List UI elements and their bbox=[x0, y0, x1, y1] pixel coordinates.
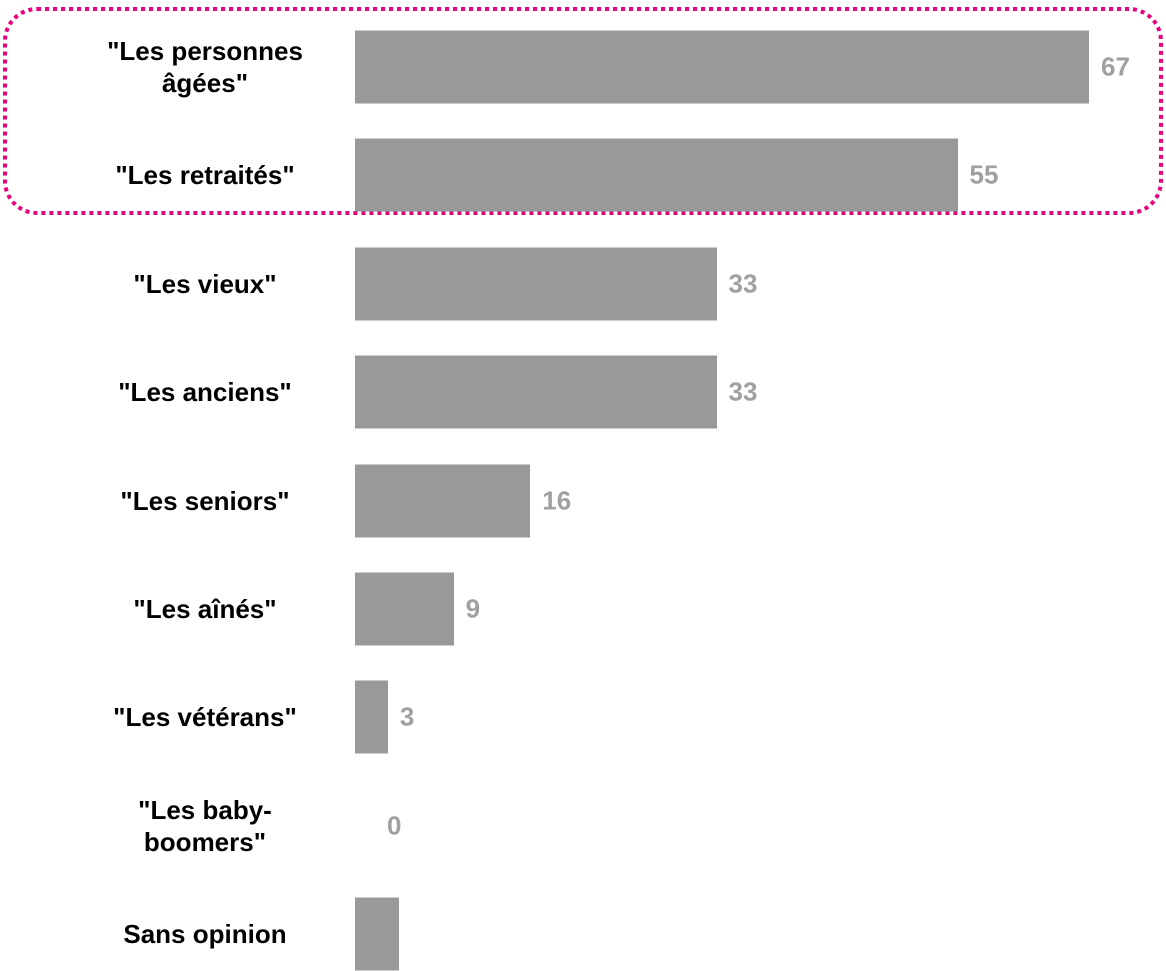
category-label: "Les aînés" bbox=[80, 593, 330, 625]
value-label: 16 bbox=[542, 485, 572, 516]
category-label: Sans opinion bbox=[80, 918, 330, 950]
value-label: 55 bbox=[969, 159, 999, 190]
category-text: "Les personnes âgées" bbox=[107, 36, 303, 98]
category-label: "Les retraités" bbox=[80, 159, 330, 191]
bar bbox=[355, 897, 399, 971]
category-label: "Les anciens" bbox=[80, 376, 330, 408]
category-label: "Les seniors" bbox=[80, 485, 330, 517]
bar bbox=[355, 138, 958, 212]
category-text: "Les aînés" bbox=[133, 594, 277, 624]
value-label: 0 bbox=[387, 810, 402, 841]
category-label: "Les personnes âgées" bbox=[80, 35, 330, 99]
category-text: "Les anciens" bbox=[118, 377, 292, 408]
category-label: "Les vétérans" bbox=[80, 701, 330, 733]
category-label: "Les vieux" bbox=[80, 268, 330, 300]
category-text: "Les seniors" bbox=[120, 485, 290, 516]
category-text: Sans opinion bbox=[123, 919, 287, 950]
category-label: "Les baby-boomers" bbox=[80, 794, 330, 858]
value-label: 3 bbox=[399, 701, 415, 732]
bar bbox=[355, 572, 454, 646]
category-text: "Les vétérans" bbox=[113, 702, 297, 733]
value-label: 33 bbox=[728, 376, 758, 407]
value-label: 67 bbox=[1101, 51, 1130, 82]
value-label: 33 bbox=[728, 268, 758, 299]
bar bbox=[355, 680, 388, 754]
category-text: "Les baby-boomers" bbox=[138, 794, 272, 857]
category-text: "Les vieux" bbox=[133, 268, 277, 299]
value-label: 9 bbox=[465, 593, 481, 624]
bar bbox=[355, 247, 717, 321]
bar bbox=[355, 464, 531, 538]
category-text: "Les retraités" bbox=[115, 160, 295, 191]
highlight-frame bbox=[3, 7, 1163, 215]
bar bbox=[355, 30, 1089, 104]
bar bbox=[355, 355, 717, 429]
